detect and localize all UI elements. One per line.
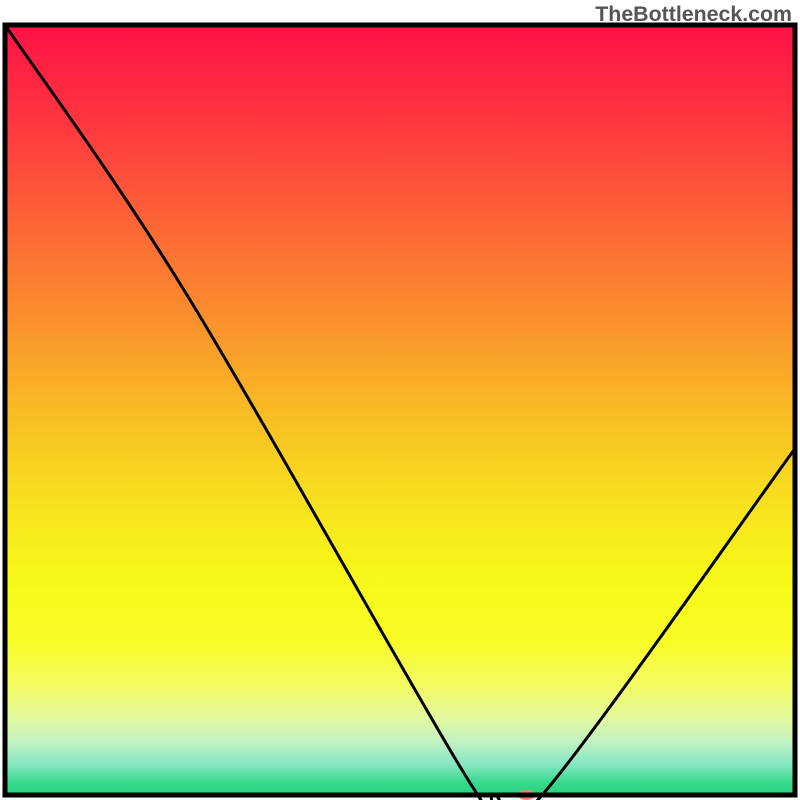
gradient-background: [5, 25, 795, 795]
watermark-text: TheBottleneck.com: [595, 2, 792, 27]
bottleneck-chart: [0, 0, 800, 800]
